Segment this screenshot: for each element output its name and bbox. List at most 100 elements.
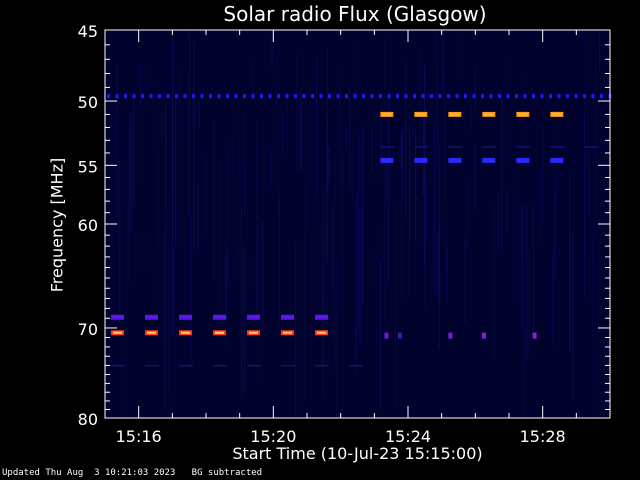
x-tick-label: 15:28 [520, 427, 566, 446]
band-dash-core [518, 113, 528, 116]
band-dash [281, 314, 294, 320]
plot-background [105, 30, 610, 418]
band-dot [498, 94, 501, 99]
band-dash-core [317, 331, 326, 334]
band-dot [447, 94, 450, 99]
band-dot [251, 94, 255, 99]
band-dot [413, 94, 416, 99]
band-dash-core [113, 331, 122, 334]
faint-dash [281, 364, 295, 367]
band-dot [430, 94, 433, 99]
faint-dash [213, 364, 227, 367]
band-dot [234, 94, 238, 99]
band-dash-core [283, 331, 292, 334]
burst-blip [397, 332, 402, 339]
band-dash [516, 157, 530, 163]
band-dot [523, 94, 527, 99]
band-dot [124, 94, 127, 99]
band-dot [583, 94, 586, 99]
y-tick-label: 50 [78, 93, 98, 112]
band-dot [540, 94, 544, 99]
faint-dash [315, 364, 329, 367]
faint-dash [516, 146, 531, 148]
band-dot [158, 94, 161, 99]
band-dot [319, 94, 323, 99]
burst-blip [448, 332, 453, 339]
band-dot [566, 94, 569, 99]
band-dot [311, 94, 314, 99]
band-dot [192, 94, 195, 99]
band-dot [549, 94, 552, 99]
band-dot [268, 94, 272, 99]
band-dot [107, 94, 110, 99]
band-dash-core [215, 331, 224, 334]
burst-blip [532, 332, 537, 339]
faint-dash [380, 146, 395, 148]
band-dash-core [181, 331, 190, 334]
band-dash [482, 157, 496, 163]
band-dot [455, 94, 459, 99]
band-dot [175, 94, 178, 99]
band-dot [481, 94, 484, 99]
band-dot [141, 94, 144, 99]
band-dot [506, 94, 510, 99]
band-dash-core [249, 331, 258, 334]
band-dot [260, 94, 263, 99]
band-dot [464, 94, 467, 99]
band-dash [414, 157, 428, 163]
faint-dash [550, 146, 565, 148]
faint-dash [349, 364, 363, 367]
faint-dash [584, 146, 599, 148]
burst-blip [482, 332, 487, 339]
band-dot [294, 94, 297, 99]
band-dash [111, 314, 124, 320]
band-dash [247, 314, 260, 320]
x-tick-label: 15:16 [116, 427, 162, 446]
band-dot [353, 94, 357, 99]
band-dot [243, 94, 246, 99]
faint-dash [145, 364, 159, 367]
band-dot [226, 94, 229, 99]
band-dot [515, 94, 518, 99]
band-dot [532, 94, 535, 99]
band-dot [489, 94, 493, 99]
faint-dash [179, 364, 193, 367]
faint-dash [414, 146, 429, 148]
band-dot [183, 94, 187, 99]
band-dash [550, 157, 564, 163]
band-dot [277, 94, 280, 99]
faint-dash [247, 364, 261, 367]
burst-blip [384, 332, 389, 339]
updated-timestamp: Updated Thu Aug 3 10:21:03 2023 BG subtr… [2, 468, 263, 478]
band-dash-core [450, 113, 460, 116]
y-tick-label: 55 [78, 157, 98, 176]
band-dot [404, 94, 408, 99]
y-tick-label: 80 [78, 410, 98, 429]
faint-dash [448, 146, 463, 148]
band-dash-core [484, 113, 494, 116]
band-dot [200, 94, 204, 99]
band-dot [600, 94, 603, 99]
band-dot [285, 94, 289, 99]
band-dot [591, 94, 595, 99]
x-tick-label: 15:24 [385, 427, 431, 446]
band-dot [209, 94, 212, 99]
band-dot [387, 94, 391, 99]
band-dot [438, 94, 442, 99]
band-dash-core [552, 113, 562, 116]
band-dot [115, 94, 119, 99]
band-dot [302, 94, 306, 99]
band-dot [472, 94, 476, 99]
chart-title: Solar radio Flux (Glasgow) [223, 2, 487, 26]
band-dot [362, 94, 365, 99]
band-dash [380, 157, 394, 163]
band-dot [574, 94, 578, 99]
x-tick-label: 15:20 [250, 427, 296, 446]
y-tick-label: 60 [78, 216, 98, 235]
y-tick-label: 70 [78, 320, 98, 339]
band-dot [132, 94, 136, 99]
y-tick-label: 45 [78, 22, 98, 41]
band-dash [213, 314, 226, 320]
band-dot [379, 94, 382, 99]
